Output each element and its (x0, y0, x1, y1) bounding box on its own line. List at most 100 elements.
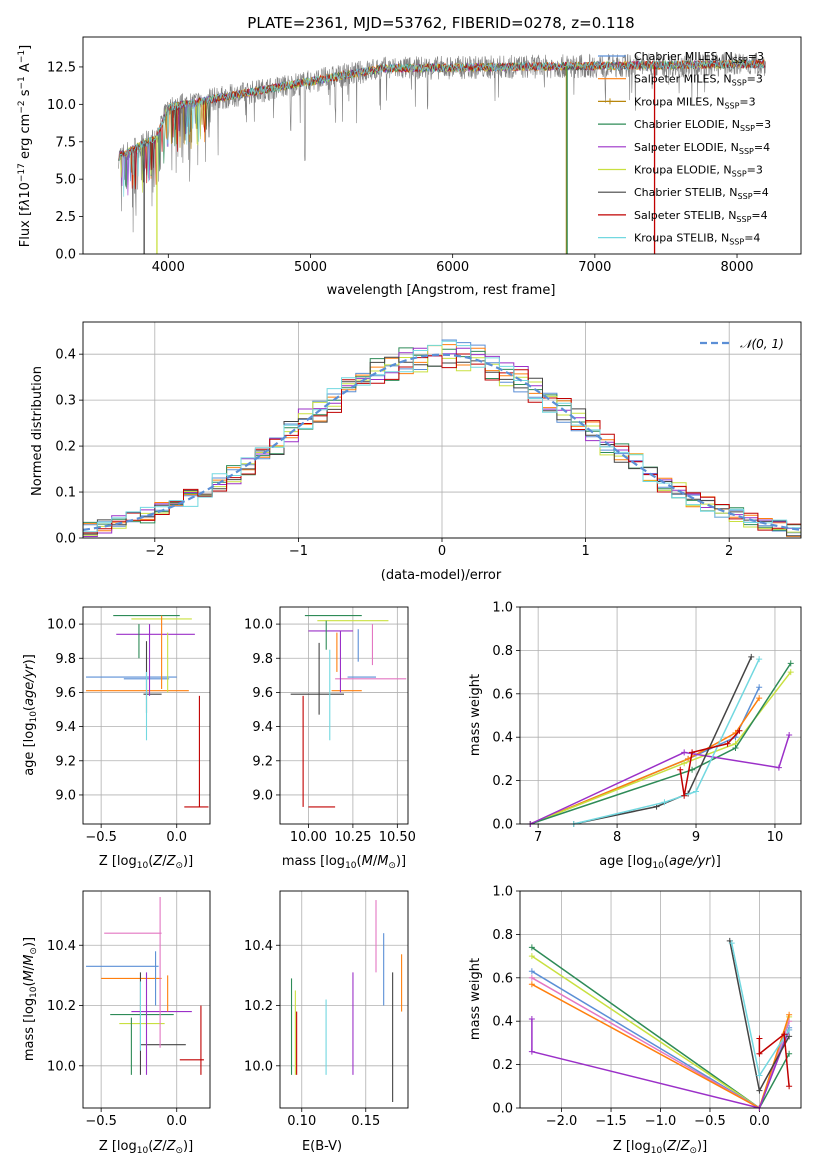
normal-legend-label: 𝒩(0, 1) (740, 337, 784, 351)
axes-frame (82, 890, 211, 1109)
legend-count: =4 (744, 232, 760, 245)
mass-weight-marker (689, 766, 696, 773)
x-tick-label: 5000 (294, 260, 327, 275)
mass-weight-marker (732, 745, 739, 752)
legend-count: =3 (747, 73, 763, 86)
residual-panel: −2 −1 0 1 2 0.0 0.1 0.2 0.3 0.4 𝒩(0, 1) (55, 321, 802, 559)
y-tick-label: 1.0 (492, 885, 513, 900)
mass-weight-marker (756, 1072, 763, 1079)
legend-label: Kroupa ELODIE, NSSP=3 (634, 164, 763, 179)
wz-xlabel: Z [log10(Z/Z⊙)] (613, 1139, 707, 1156)
spectrum-ylabel: Flux [fλ10−17 erg cm−2 s−1 A−1] (17, 45, 33, 247)
y-tick-label: 0.1 (55, 486, 76, 501)
y-tick-label: 9.6 (252, 686, 273, 701)
mass-weight-marker (756, 695, 763, 702)
legend-subscript: SSP (732, 170, 747, 179)
legend-count: =4 (753, 186, 769, 199)
mass-weight-marker (528, 1048, 535, 1055)
x-tick-label: 0 (438, 544, 446, 559)
x-tick-label: 7000 (578, 260, 611, 275)
agez-xlabel: Z [log10(Z/Z⊙)] (99, 854, 193, 871)
mass-weight-line (573, 658, 760, 825)
y-tick-label: 0.0 (492, 818, 513, 833)
mass-weight-marker (786, 1050, 793, 1057)
massz-xlabel: Z [log10(Z/Z⊙)] (99, 1139, 193, 1156)
mass-weight-marker (756, 1087, 763, 1094)
legend-label: Salpeter STELIB, NSSP=4 (634, 209, 768, 224)
mass-weight-line (530, 697, 760, 825)
mass-weight-marker (528, 944, 535, 951)
x-tick-label: −1 (289, 544, 308, 559)
legend-subscript: SSP (736, 215, 751, 224)
mass-weight-marker (689, 749, 696, 756)
legend-subscript: SSP (724, 101, 739, 110)
y-tick-label: 1.0 (492, 601, 513, 616)
age-vs-metallicity-panel: −0.5 0.0 9.0 9.2 9.4 9.6 9.8 10.0 (47, 606, 211, 845)
mass-weight-marker (748, 653, 755, 660)
axes-frame (82, 606, 211, 825)
x-tick-label: 7 (534, 830, 542, 845)
x-tick-label: −1.0 (645, 1114, 677, 1129)
model-spectrum-line (118, 58, 766, 197)
y-tick-label: 9.8 (55, 652, 76, 667)
legend-count: =3 (755, 118, 771, 131)
agez-ylabel: age [log10(age/yr)] (22, 654, 39, 776)
y-tick-label: 9.0 (252, 788, 273, 803)
x-tick-label: −1.5 (595, 1114, 627, 1129)
legend-count: =3 (748, 50, 764, 63)
mass-weight-line (531, 1019, 790, 1109)
weight-vs-metallicity-panel: −2.0 −1.5 −1.0 −0.5 0.0 0.0 0.2 0.4 0.6 0.8 1.0 (492, 885, 802, 1129)
x-tick-label: 8 (613, 830, 621, 845)
mass-weight-marker (681, 749, 688, 756)
mass-weight-marker (775, 764, 782, 771)
axes-frame (519, 606, 802, 825)
y-tick-label: 0.0 (55, 532, 76, 547)
x-tick-label: −2 (145, 544, 164, 559)
mass-weight-marker (786, 1083, 793, 1090)
x-tick-label: 0.10 (287, 1114, 316, 1129)
legend-subscript: SSP (738, 192, 753, 201)
y-tick-label: 5.0 (55, 173, 76, 188)
axes-frame (82, 321, 802, 539)
legend-marker (607, 98, 613, 105)
legend-label: Chabrier ELODIE, NSSP=3 (634, 118, 771, 133)
y-tick-label: 0.4 (492, 1015, 513, 1030)
mass-weight-line (730, 942, 790, 1078)
legend-count: =3 (739, 95, 755, 108)
y-tick-label: 0.3 (55, 394, 76, 409)
legend-label: Kroupa STELIB, NSSP=4 (634, 232, 760, 247)
residual-ylabel: Normed distribution (30, 366, 45, 496)
y-tick-label: 10.2 (47, 999, 76, 1014)
y-tick-label: 9.6 (55, 686, 76, 701)
mass-weight-marker (786, 1033, 793, 1040)
x-tick-label: 10.50 (379, 830, 416, 845)
y-tick-label: 9.4 (252, 720, 273, 735)
x-tick-label: 10.00 (290, 830, 327, 845)
mass-weight-marker (787, 669, 794, 676)
mass-weight-line (530, 686, 760, 825)
mass-vs-metallicity-panel: −0.5 0.0 10.0 10.2 10.4 (47, 890, 211, 1129)
axes-frame (279, 890, 409, 1109)
x-tick-label: 0.0 (166, 1114, 187, 1129)
x-tick-label: −0.5 (85, 1114, 117, 1129)
legend-label: Salpeter MILES, NSSP=3 (634, 73, 763, 88)
x-tick-label: 9 (692, 830, 700, 845)
legend-label: Kroupa MILES, NSSP=3 (634, 95, 756, 110)
mass-weight-marker (736, 727, 743, 734)
mass-weight-marker (756, 1050, 763, 1057)
spectrum-title: PLATE=2361, MJD=53762, FIBERID=0278, z=0… (247, 14, 634, 32)
age-vs-mass-panel: 10.00 10.25 10.50 9.0 9.2 9.4 9.6 9.8 10.0 (244, 606, 416, 845)
y-tick-label: 0.0 (55, 248, 76, 263)
wage-ylabel: mass weight (468, 674, 483, 756)
x-tick-label: −0.5 (694, 1114, 726, 1129)
residual-xlabel: (data-model)/error (381, 568, 502, 583)
mass-weight-marker (528, 1016, 535, 1023)
mass-weight-marker (781, 1031, 788, 1038)
wage-xlabel: age [log10(age/yr)] (599, 854, 721, 871)
y-tick-label: 10.0 (47, 618, 76, 633)
x-tick-label: 10 (767, 830, 784, 845)
mass-weight-marker (528, 974, 535, 981)
wz-ylabel: mass weight (468, 958, 483, 1040)
y-tick-label: 10.0 (244, 1059, 273, 1074)
mass-weight-line (530, 662, 792, 825)
